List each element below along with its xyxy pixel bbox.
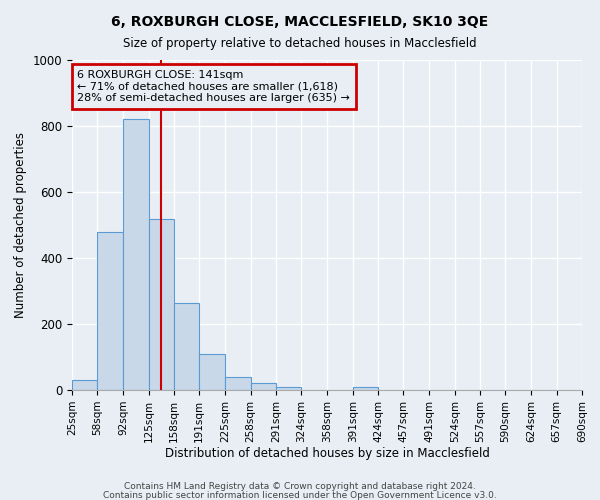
Text: 6 ROXBURGH CLOSE: 141sqm
← 71% of detached houses are smaller (1,618)
28% of sem: 6 ROXBURGH CLOSE: 141sqm ← 71% of detach… [77,70,350,103]
X-axis label: Distribution of detached houses by size in Macclesfield: Distribution of detached houses by size … [164,448,490,460]
Bar [353,386,378,390]
Bar [72,380,97,390]
Bar [276,386,301,390]
Bar [199,354,226,390]
Bar [251,384,276,390]
Bar [226,378,251,390]
Bar [97,232,124,390]
Text: Contains HM Land Registry data © Crown copyright and database right 2024.: Contains HM Land Registry data © Crown c… [124,482,476,491]
Bar [149,220,174,390]
Text: 6, ROXBURGH CLOSE, MACCLESFIELD, SK10 3QE: 6, ROXBURGH CLOSE, MACCLESFIELD, SK10 3Q… [112,15,488,29]
Bar [124,120,149,390]
Y-axis label: Number of detached properties: Number of detached properties [14,132,27,318]
Text: Size of property relative to detached houses in Macclesfield: Size of property relative to detached ho… [123,38,477,51]
Text: Contains public sector information licensed under the Open Government Licence v3: Contains public sector information licen… [103,490,497,500]
Bar [174,302,199,390]
